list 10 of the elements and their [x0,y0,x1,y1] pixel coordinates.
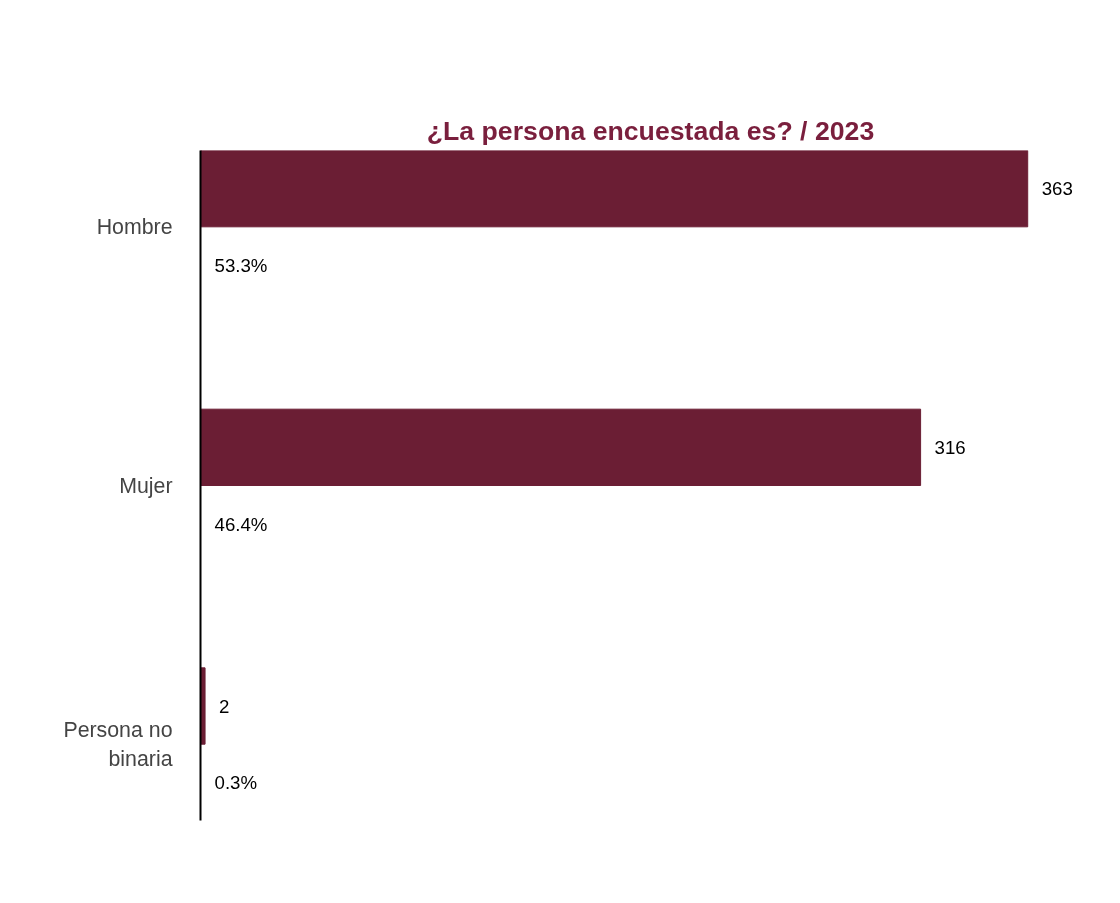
data-label: 363 [1041,178,1073,200]
data-label: 316 [934,436,966,458]
y-tick-label: Persona no binaria [63,717,173,771]
data-label: 2 [219,695,230,717]
annotation: 0.3% [214,772,258,794]
y-tick-label: Mujer [119,473,173,498]
y-tick-label: Hombre [96,214,173,239]
annotation: 46.4% [214,513,268,535]
chart-title: ¿La persona encuestada es? / 2023 [426,115,875,146]
annotation: 53.3% [214,255,268,277]
